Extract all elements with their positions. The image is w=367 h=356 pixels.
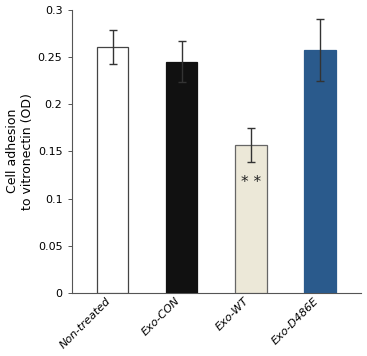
Y-axis label: Cell adhesion
to vitronectin (OD): Cell adhesion to vitronectin (OD): [6, 93, 33, 210]
Bar: [305, 50, 335, 293]
Bar: [236, 145, 266, 293]
Text: * *: * *: [241, 175, 261, 190]
Bar: [166, 62, 197, 293]
Bar: [97, 47, 128, 293]
